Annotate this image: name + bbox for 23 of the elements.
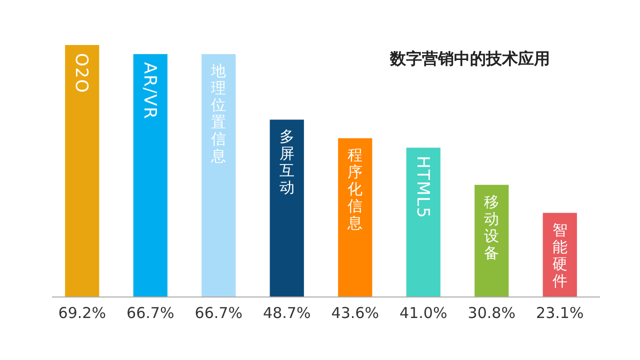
data-label: 41.0% — [400, 304, 448, 322]
data-label: 48.7% — [263, 304, 311, 322]
chart-title: 数字营销中的技术应用 — [389, 49, 550, 68]
x-tick-label: 智能硬件 — [552, 220, 568, 290]
data-label: 43.6% — [331, 304, 379, 322]
bar — [406, 148, 440, 297]
data-label: 66.7% — [126, 304, 174, 322]
data-label: 23.1% — [536, 304, 584, 322]
data-label: 30.8% — [468, 304, 516, 322]
bar — [65, 45, 100, 297]
bar — [270, 120, 304, 297]
bar — [338, 138, 372, 297]
x-tick-label: 程序化信息 — [346, 146, 363, 232]
bar — [133, 54, 168, 297]
data-label: 66.7% — [194, 304, 242, 322]
x-tick-label: 地理位置信息 — [210, 62, 226, 166]
x-tick-label: HTML5 — [412, 156, 432, 219]
x-tick-label: 移动设备 — [484, 192, 500, 262]
data-label: 69.2% — [58, 304, 106, 322]
x-tick-label: AR/VR — [139, 62, 160, 120]
x-tick-label: O2O — [71, 53, 92, 94]
x-tick-label: 多屏互动 — [279, 128, 294, 197]
bar — [202, 54, 236, 297]
